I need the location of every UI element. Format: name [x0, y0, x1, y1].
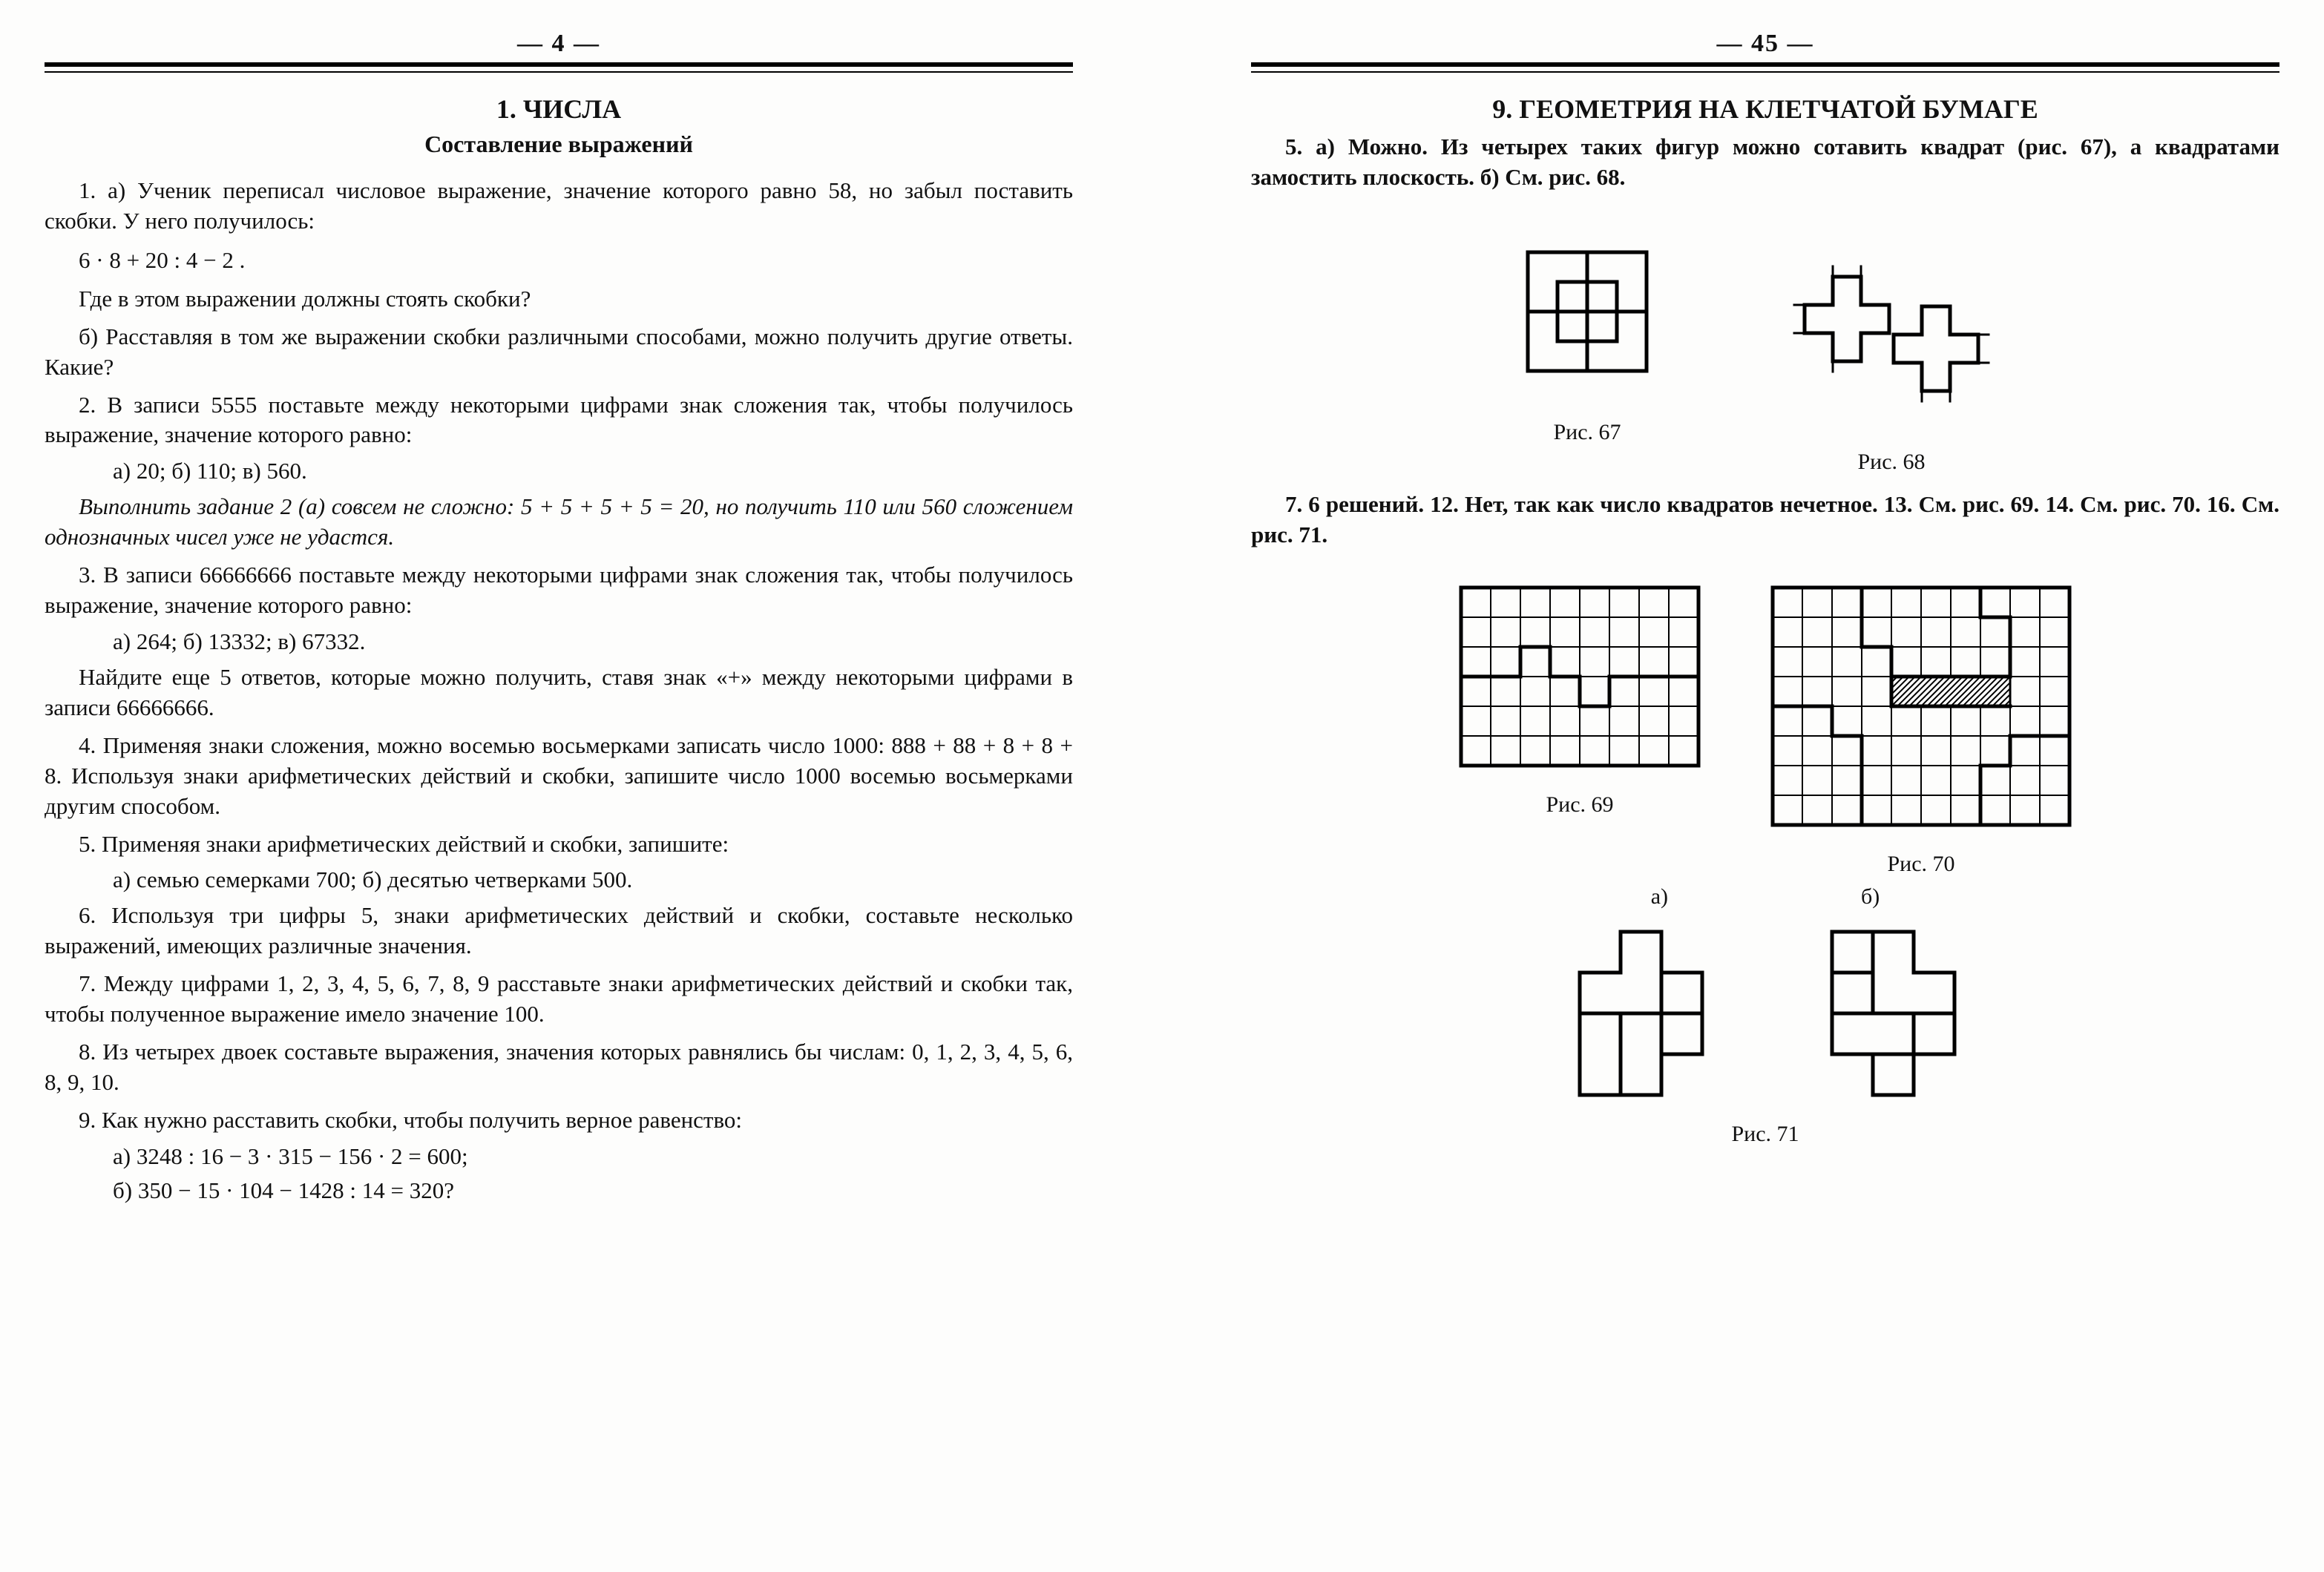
- p8: 8. Из четырех двоек составьте выражения,…: [45, 1037, 1073, 1098]
- page-left: — 4 — 1. ЧИСЛА Составление выражений 1. …: [0, 0, 1162, 1572]
- p9: 9. Как нужно расставить скобки, чтобы по…: [45, 1105, 1073, 1136]
- p1b: б) Расставляя в том же выражении скобки …: [45, 322, 1073, 383]
- r-p7: 7. 6 решений. 12. Нет, так как число ква…: [1251, 490, 2279, 550]
- fig70-col: Рис. 70: [1758, 573, 2084, 877]
- figrow-67-68: Рис. 67 Рис. 68: [1251, 215, 2279, 475]
- p1a: 1. а) Ученик переписал числовое выражени…: [45, 176, 1073, 237]
- fig68-col: Рис. 68: [1743, 215, 2040, 475]
- p5opts: а) семью семерками 700; б) десятью четве…: [113, 866, 1073, 893]
- section-title-left: 1. ЧИСЛА: [45, 93, 1073, 125]
- cap71: Рис. 71: [1251, 1122, 2279, 1147]
- fig69-col: Рис. 69: [1446, 573, 1713, 818]
- rule-right: [1251, 62, 2279, 73]
- expr1: 6 · 8 + 20 : 4 − 2 .: [79, 247, 1073, 274]
- cap68: Рис. 68: [1857, 450, 1925, 475]
- fig71b: [1817, 917, 1966, 1110]
- p7: 7. Между цифрами 1, 2, 3, 4, 5, 6, 7, 8,…: [45, 969, 1073, 1030]
- cap67: Рис. 67: [1553, 420, 1621, 445]
- r-p5: 5. а) Можно. Из четырех таких фигур можн…: [1251, 132, 2279, 193]
- p6: 6. Используя три цифры 5, знаки арифмети…: [45, 901, 1073, 961]
- section-title-right: 9. ГЕОМЕТРИЯ НА КЛЕТЧАТОЙ БУМАГЕ: [1251, 93, 2279, 125]
- lbl-b: б): [1861, 884, 1880, 910]
- fig71b-col: [1817, 917, 1966, 1110]
- fig71a-col: [1565, 917, 1713, 1110]
- p3: 3. В записи 66666666 поставьте между нек…: [45, 560, 1073, 621]
- rule-left: [45, 62, 1073, 73]
- p2: 2. В записи 5555 поставьте между некотор…: [45, 390, 1073, 451]
- fig67: [1491, 215, 1684, 408]
- page-right: — 45 — 9. ГЕОМЕТРИЯ НА КЛЕТЧАТОЙ БУМАГЕ …: [1162, 0, 2324, 1572]
- p5: 5. Применяя знаки арифметических действи…: [45, 829, 1073, 860]
- page-number-left: — 4 —: [45, 30, 1073, 58]
- fig71-labels: а) б): [1251, 884, 2279, 910]
- figrow-69-70: Рис. 69 Рис. 70: [1251, 573, 2279, 877]
- cap70: Рис. 70: [1887, 852, 1954, 877]
- p3opts: а) 264; б) 13332; в) 67332.: [113, 628, 1073, 655]
- fig71a: [1565, 917, 1713, 1110]
- p9a: а) 3248 : 16 − 3 · 315 − 156 · 2 = 600;: [113, 1143, 1073, 1170]
- figrow-71: [1251, 917, 2279, 1110]
- cap69: Рис. 69: [1546, 792, 1613, 818]
- lbl-a: а): [1651, 884, 1668, 910]
- hint2: Выполнить задание 2 (а) совсем не сложно…: [45, 492, 1073, 553]
- q1: Где в этом выражении должны стоять скобк…: [45, 284, 1073, 315]
- subtitle-left: Составление выражений: [45, 131, 1073, 158]
- p9b: б) 350 − 15 · 104 − 1428 : 14 = 320?: [113, 1177, 1073, 1204]
- fig70: [1758, 573, 2084, 840]
- fig68: [1743, 215, 2040, 438]
- page-number-right: — 45 —: [1251, 30, 2279, 58]
- p3b: Найдите еще 5 ответов, которые можно пол…: [45, 662, 1073, 723]
- p2opts: а) 20; б) 110; в) 560.: [113, 458, 1073, 484]
- fig69: [1446, 573, 1713, 780]
- p4: 4. Применяя знаки сложения, можно восемь…: [45, 731, 1073, 822]
- book-spread: — 4 — 1. ЧИСЛА Составление выражений 1. …: [0, 0, 2324, 1572]
- fig67-col: Рис. 67: [1491, 215, 1684, 475]
